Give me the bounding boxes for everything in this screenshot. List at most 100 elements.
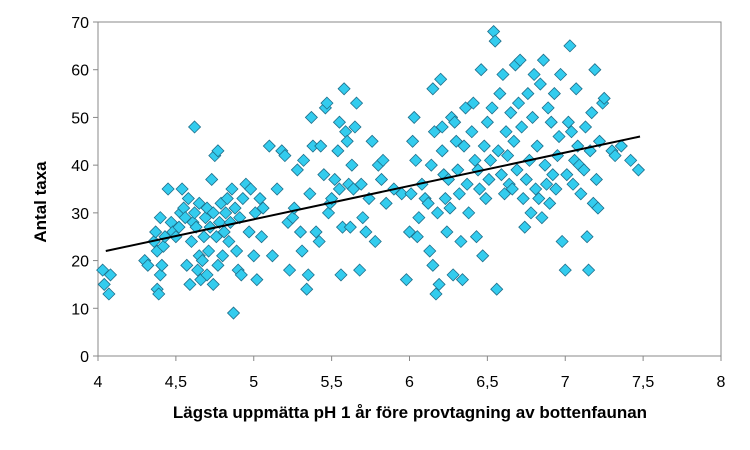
data-point <box>153 268 167 282</box>
data-point <box>187 120 202 134</box>
data-point <box>446 268 460 282</box>
data-point <box>184 234 199 249</box>
data-point <box>448 115 462 129</box>
data-point <box>200 268 214 282</box>
data-point <box>172 220 186 234</box>
data-point <box>295 244 309 258</box>
data-point <box>561 115 575 129</box>
data-point <box>217 225 231 239</box>
y-tick-label: 70 <box>71 15 89 32</box>
data-point <box>485 101 499 115</box>
data-point <box>535 211 549 225</box>
data-point <box>300 282 314 296</box>
data-point <box>356 211 370 225</box>
data-point <box>293 225 308 239</box>
data-point <box>312 234 326 249</box>
data-point <box>429 287 443 301</box>
data-point <box>399 273 413 287</box>
data-point <box>519 172 533 187</box>
data-point <box>547 87 561 101</box>
y-tick-label: 20 <box>71 254 89 271</box>
data-point <box>265 249 280 263</box>
data-point <box>513 53 527 67</box>
data-point <box>233 211 247 225</box>
data-point <box>536 53 551 67</box>
data-point <box>538 158 552 172</box>
data-point <box>216 249 230 263</box>
axis-ticks: 0 10 20 30 40 50 60 70 4 4,5 5 5,5 6 6,5 7 7,5 8 <box>71 15 725 391</box>
data-point <box>468 153 482 167</box>
data-point <box>368 234 382 249</box>
data-point <box>465 125 479 139</box>
data-point <box>301 268 315 282</box>
x-tick-label: 5,5 <box>321 374 343 391</box>
data-point <box>488 34 502 48</box>
x-tick-label: 5 <box>249 374 258 391</box>
data-point <box>304 110 318 124</box>
data-point <box>149 225 163 239</box>
data-point <box>412 211 426 225</box>
data-point <box>320 96 334 110</box>
data-point <box>578 120 593 134</box>
x-tick-label: 4 <box>94 374 103 391</box>
data-point <box>591 201 605 215</box>
data-point <box>555 234 569 249</box>
data-point <box>225 182 239 196</box>
data-point <box>180 258 194 272</box>
data-point <box>270 182 284 196</box>
trendline-layer <box>105 135 641 253</box>
data-point <box>580 230 594 244</box>
data-point <box>406 134 420 148</box>
data-point <box>466 96 480 110</box>
data-point <box>359 225 373 239</box>
data-point <box>443 201 457 215</box>
x-tick-label: 7,5 <box>632 374 654 391</box>
data-point <box>345 158 359 172</box>
y-tick-label: 60 <box>71 63 89 80</box>
data-point <box>155 258 169 272</box>
data-point <box>303 187 317 201</box>
data-point <box>349 96 364 110</box>
data-point <box>278 149 292 163</box>
data-point <box>434 72 448 86</box>
data-point <box>153 211 167 225</box>
data-point <box>234 268 248 282</box>
data-point <box>226 306 241 320</box>
data-point <box>510 163 524 177</box>
data-point <box>297 153 311 167</box>
data-point <box>205 172 219 187</box>
data-point <box>501 149 515 163</box>
data-point <box>473 182 487 196</box>
data-point <box>552 129 566 144</box>
data-point <box>183 277 197 291</box>
data-point <box>353 263 367 277</box>
data-point <box>435 144 449 158</box>
data-point <box>211 144 225 158</box>
data-point <box>521 87 535 101</box>
data-point <box>440 225 454 239</box>
data-point <box>474 63 488 77</box>
data-point <box>191 263 205 277</box>
data-point <box>516 191 530 206</box>
data-point <box>410 230 424 244</box>
data-point <box>597 91 611 105</box>
data-point <box>206 277 220 291</box>
data-point <box>206 206 220 220</box>
data-point <box>161 182 175 196</box>
data-point <box>525 110 540 124</box>
data-point <box>340 134 354 148</box>
data-point <box>460 177 474 191</box>
data-point <box>421 196 435 210</box>
data-point <box>337 82 351 96</box>
data-point <box>156 239 170 253</box>
data-point <box>469 230 484 244</box>
data-point <box>309 225 323 239</box>
data-point <box>97 277 111 291</box>
data-point <box>222 234 236 249</box>
data-point <box>564 125 579 139</box>
data-point <box>569 82 583 96</box>
y-tick-label: 50 <box>71 110 89 127</box>
data-point <box>624 153 638 167</box>
data-point <box>228 201 242 215</box>
data-point <box>530 139 544 153</box>
